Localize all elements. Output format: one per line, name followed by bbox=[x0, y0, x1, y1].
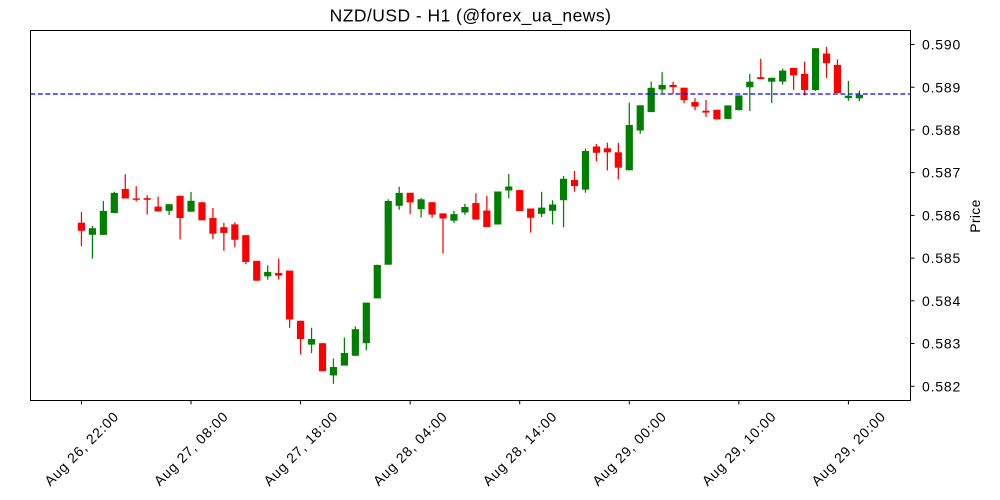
svg-text:0.588: 0.588 bbox=[922, 122, 961, 138]
svg-text:0.584: 0.584 bbox=[922, 293, 961, 309]
svg-text:0.586: 0.586 bbox=[922, 208, 961, 224]
svg-text:Price: Price bbox=[967, 199, 983, 232]
svg-text:0.589: 0.589 bbox=[922, 79, 961, 95]
svg-text:0.583: 0.583 bbox=[922, 336, 961, 352]
svg-text:0.587: 0.587 bbox=[922, 165, 961, 181]
svg-text:0.590: 0.590 bbox=[922, 37, 961, 53]
svg-text:NZD/USD - H1 (@forex_ua_news): NZD/USD - H1 (@forex_ua_news) bbox=[330, 6, 612, 27]
svg-text:0.582: 0.582 bbox=[922, 378, 961, 394]
svg-text:0.585: 0.585 bbox=[922, 250, 961, 266]
